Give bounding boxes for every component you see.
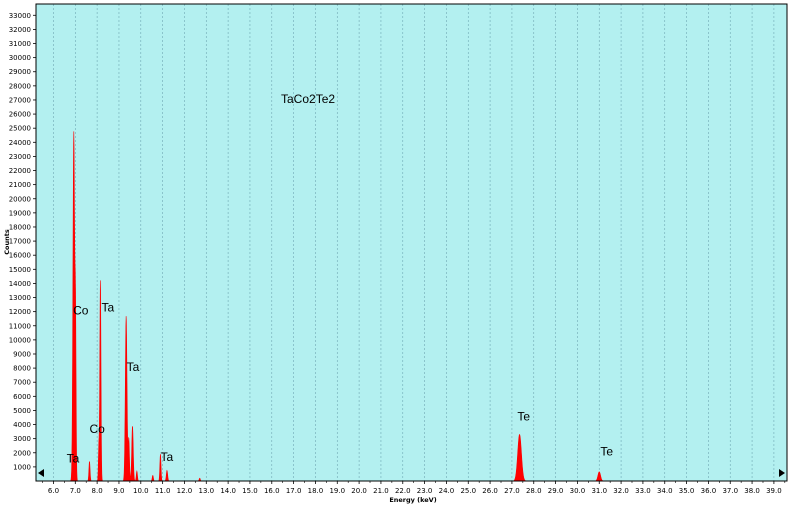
x-tick-label: 6.0 [48, 487, 59, 495]
x-tick-label: 33.0 [635, 487, 651, 495]
y-tick-label: 30000 [9, 54, 31, 62]
plot-area [36, 4, 787, 481]
y-tick-label: 5000 [13, 407, 31, 415]
x-tick-label: 31.0 [591, 487, 607, 495]
x-tick-label: 21.0 [373, 487, 389, 495]
x-tick-label: 24.0 [439, 487, 455, 495]
chart-title: TaCo2Te2 [281, 92, 335, 106]
peak-label: Ta [101, 301, 114, 315]
y-tick-label: 26000 [9, 111, 31, 119]
x-tick-label: 10.0 [133, 487, 149, 495]
y-tick-label: 25000 [9, 125, 31, 133]
y-tick-label: 4000 [13, 421, 31, 429]
y-tick-label: 21000 [9, 181, 31, 189]
y-tick-label: 13000 [9, 294, 31, 302]
x-axis: 6.0 7.0 8.0 9.0 10.0 11.0 12.0 13.0 14.0 15.0 16.0… [42, 481, 786, 495]
y-tick-label: 27000 [9, 96, 31, 104]
y-tick-label: 31000 [9, 40, 31, 48]
y-tick-label: 18000 [9, 223, 31, 231]
x-tick-label: 27.0 [504, 487, 520, 495]
x-tick-label: 16.0 [264, 487, 280, 495]
x-tick-label: 15.0 [242, 487, 258, 495]
x-tick-label: 17.0 [286, 487, 302, 495]
y-tick-label: 32000 [9, 26, 31, 34]
y-tick-label: 3000 [13, 435, 31, 443]
y-tick-label: 8000 [13, 365, 31, 373]
peak-label: Te [600, 445, 613, 459]
y-axis: 1000 2000 3000 4000 5000 6000 7000 8000 9000 1000… [9, 12, 36, 471]
x-tick-label: 32.0 [613, 487, 629, 495]
y-tick-label: 12000 [9, 308, 31, 316]
x-tick-label: 30.0 [570, 487, 586, 495]
y-tick-label: 1000 [13, 463, 31, 471]
y-tick-label: 15000 [9, 266, 31, 274]
x-tick-label: 37.0 [722, 487, 738, 495]
x-tick-label: 35.0 [679, 487, 695, 495]
y-tick-label: 22000 [9, 167, 31, 175]
x-tick-label: 22.0 [395, 487, 411, 495]
y-tick-label: 7000 [13, 379, 31, 387]
x-axis-title: Energy (keV) [389, 496, 436, 504]
peak-annotations: Ta Co Co Ta Ta Ta Te Te [67, 301, 614, 466]
x-tick-label: 20.0 [351, 487, 367, 495]
x-tick-label: 11.0 [155, 487, 171, 495]
plot-border [35, 3, 788, 482]
y-tick-label: 2000 [13, 449, 31, 457]
x-tick-label: 14.0 [220, 487, 236, 495]
y-tick-label: 6000 [13, 393, 31, 401]
plot-frame [35, 3, 788, 482]
y-tick-label: 28000 [9, 82, 31, 90]
y-tick-label: 14000 [9, 280, 31, 288]
y-tick-label: 9000 [13, 350, 31, 358]
x-tick-label: 7.0 [70, 487, 81, 495]
x-tick-label: 8.0 [92, 487, 103, 495]
y-axis-title: Counts [3, 229, 11, 255]
peak-label: Co [89, 422, 105, 436]
x-tick-label: 25.0 [460, 487, 476, 495]
x-tick-label: 19.0 [329, 487, 345, 495]
y-tick-label: 33000 [9, 12, 31, 20]
peak-label: Co [73, 303, 89, 317]
plot-background [36, 4, 787, 481]
peak-label: Ta [67, 452, 80, 466]
x-tick-label: 36.0 [701, 487, 717, 495]
y-tick-label: 19000 [9, 209, 31, 217]
x-tick-label: 13.0 [198, 487, 214, 495]
x-tick-label: 18.0 [308, 487, 324, 495]
x-tick-label: 12.0 [177, 487, 193, 495]
scroll-right-icon[interactable] [779, 469, 785, 477]
x-tick-label: 34.0 [657, 487, 673, 495]
y-tick-label: 29000 [9, 68, 31, 76]
y-tick-label: 17000 [9, 238, 31, 246]
y-tick-label: 11000 [9, 322, 31, 330]
y-tick-label: 20000 [9, 195, 31, 203]
scroll-left-icon[interactable] [38, 469, 44, 477]
peak-label: Ta [160, 450, 173, 464]
y-tick-label: 23000 [9, 153, 31, 161]
y-tick-label: 10000 [9, 336, 31, 344]
peak-label: Te [517, 409, 530, 423]
x-tick-label: 9.0 [113, 487, 124, 495]
y-tick-label: 16000 [9, 252, 31, 260]
x-tick-label: 26.0 [482, 487, 498, 495]
x-tick-label: 28.0 [526, 487, 542, 495]
x-tick-label: 39.0 [766, 487, 782, 495]
y-tick-label: 24000 [9, 139, 31, 147]
x-tick-label: 38.0 [744, 487, 760, 495]
x-tick-label: 29.0 [548, 487, 564, 495]
grid-lines [53, 4, 775, 481]
peak-label: Ta [127, 360, 140, 374]
x-tick-label: 23.0 [417, 487, 433, 495]
